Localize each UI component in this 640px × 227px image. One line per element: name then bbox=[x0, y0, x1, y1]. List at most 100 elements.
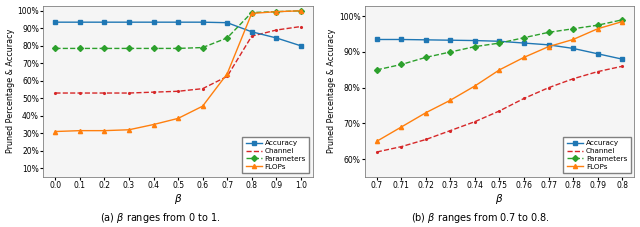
Accuracy bbox=[150, 21, 157, 24]
Legend: Accuracy, Channel, Parameters, FLOPs: Accuracy, Channel, Parameters, FLOPs bbox=[563, 136, 631, 173]
Parameters bbox=[422, 56, 429, 59]
X-axis label: $\beta$: $\beta$ bbox=[174, 192, 182, 206]
FLOPs bbox=[76, 129, 84, 132]
Line: FLOPs: FLOPs bbox=[53, 9, 303, 134]
Parameters bbox=[569, 27, 577, 30]
Channel bbox=[297, 25, 305, 28]
Accuracy bbox=[545, 44, 552, 46]
FLOPs bbox=[125, 128, 133, 131]
Line: Parameters: Parameters bbox=[374, 18, 624, 72]
Parameters bbox=[520, 36, 528, 39]
Channel bbox=[447, 129, 454, 132]
Accuracy bbox=[223, 21, 231, 24]
Line: Accuracy: Accuracy bbox=[53, 20, 303, 48]
Channel bbox=[618, 65, 626, 68]
Line: FLOPs: FLOPs bbox=[374, 20, 624, 143]
Accuracy bbox=[471, 39, 479, 42]
Accuracy bbox=[174, 21, 182, 24]
FLOPs bbox=[594, 27, 602, 30]
Legend: Accuracy, Channel, Parameters, FLOPs: Accuracy, Channel, Parameters, FLOPs bbox=[242, 136, 310, 173]
Channel bbox=[397, 145, 405, 148]
Accuracy bbox=[248, 30, 255, 33]
Channel bbox=[100, 92, 108, 94]
FLOPs bbox=[199, 105, 207, 108]
Accuracy bbox=[52, 21, 60, 24]
FLOPs bbox=[495, 69, 503, 71]
FLOPs bbox=[100, 129, 108, 132]
Parameters bbox=[373, 69, 381, 71]
FLOPs bbox=[422, 111, 429, 114]
Parameters bbox=[223, 37, 231, 39]
Channel bbox=[471, 120, 479, 123]
Channel bbox=[223, 75, 231, 78]
Accuracy bbox=[100, 21, 108, 24]
Accuracy bbox=[569, 47, 577, 50]
Parameters bbox=[618, 18, 626, 21]
Parameters bbox=[495, 42, 503, 44]
Channel bbox=[174, 90, 182, 93]
Line: Parameters: Parameters bbox=[53, 9, 303, 50]
FLOPs bbox=[248, 12, 255, 15]
FLOPs bbox=[447, 99, 454, 101]
Parameters bbox=[594, 24, 602, 27]
FLOPs bbox=[545, 45, 552, 48]
Channel bbox=[495, 110, 503, 112]
Parameters bbox=[174, 47, 182, 50]
Parameters bbox=[150, 47, 157, 50]
Parameters bbox=[199, 46, 207, 49]
FLOPs bbox=[150, 123, 157, 126]
Accuracy bbox=[273, 37, 280, 39]
Accuracy bbox=[495, 40, 503, 43]
Channel bbox=[422, 138, 429, 141]
Accuracy bbox=[618, 58, 626, 60]
Accuracy bbox=[397, 38, 405, 41]
Parameters bbox=[125, 47, 133, 50]
Accuracy bbox=[422, 39, 429, 41]
FLOPs bbox=[52, 130, 60, 133]
Parameters bbox=[100, 47, 108, 50]
FLOPs bbox=[397, 126, 405, 128]
FLOPs bbox=[297, 10, 305, 12]
Channel bbox=[545, 86, 552, 89]
Text: (b) $\beta$ ranges from 0.7 to 0.8.: (b) $\beta$ ranges from 0.7 to 0.8. bbox=[411, 211, 549, 225]
Channel bbox=[76, 92, 84, 94]
Line: Accuracy: Accuracy bbox=[374, 37, 624, 61]
Parameters bbox=[52, 47, 60, 50]
FLOPs bbox=[569, 38, 577, 41]
Channel bbox=[569, 77, 577, 80]
FLOPs bbox=[471, 85, 479, 87]
Accuracy bbox=[125, 21, 133, 24]
FLOPs bbox=[520, 56, 528, 59]
Channel bbox=[373, 151, 381, 153]
Accuracy bbox=[199, 21, 207, 24]
Accuracy bbox=[297, 44, 305, 47]
FLOPs bbox=[273, 10, 280, 13]
FLOPs bbox=[174, 117, 182, 120]
FLOPs bbox=[618, 20, 626, 23]
Parameters bbox=[397, 63, 405, 66]
Y-axis label: Pruned Percentage & Accuracy: Pruned Percentage & Accuracy bbox=[6, 29, 15, 153]
Parameters bbox=[76, 47, 84, 50]
Channel bbox=[594, 70, 602, 73]
Parameters bbox=[248, 11, 255, 14]
Parameters bbox=[471, 45, 479, 48]
Accuracy bbox=[76, 21, 84, 24]
Channel bbox=[150, 91, 157, 94]
Parameters bbox=[297, 10, 305, 12]
Line: Channel: Channel bbox=[377, 66, 622, 152]
Channel bbox=[248, 35, 255, 37]
Parameters bbox=[273, 10, 280, 13]
Accuracy bbox=[373, 38, 381, 41]
Parameters bbox=[545, 31, 552, 34]
Accuracy bbox=[520, 42, 528, 44]
Line: Channel: Channel bbox=[56, 27, 301, 93]
Accuracy bbox=[447, 39, 454, 42]
Parameters bbox=[447, 51, 454, 53]
Channel bbox=[199, 87, 207, 90]
Channel bbox=[125, 92, 133, 94]
X-axis label: $\beta$: $\beta$ bbox=[495, 192, 504, 206]
FLOPs bbox=[223, 72, 231, 75]
Channel bbox=[273, 29, 280, 31]
FLOPs bbox=[373, 140, 381, 143]
Channel bbox=[520, 97, 528, 100]
